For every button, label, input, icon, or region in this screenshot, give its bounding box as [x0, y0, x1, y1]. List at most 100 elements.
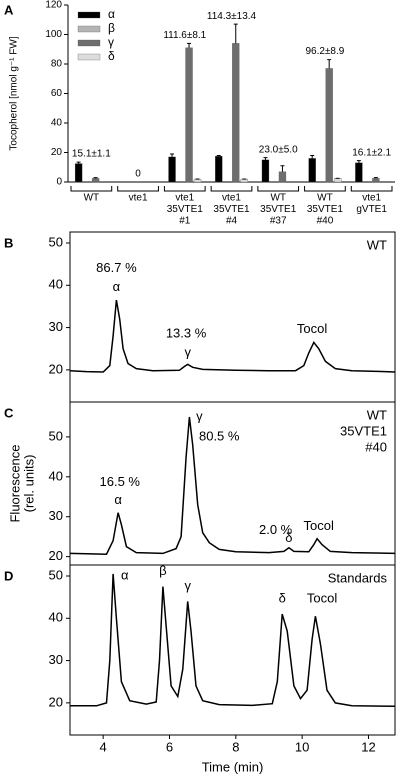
bar — [355, 162, 363, 183]
chromatogram-line — [70, 573, 396, 707]
peak-label: 16.5 % — [100, 474, 141, 489]
error-bar — [233, 23, 238, 44]
x-tick-label: 35VTE1 — [260, 204, 297, 215]
error-bar — [373, 177, 378, 179]
x-tick-label: vte1 — [175, 193, 194, 204]
bar — [334, 178, 342, 183]
y-axis-label: Fluorescence — [7, 444, 22, 522]
error-bar — [93, 177, 98, 179]
chromatogram-line — [69, 416, 396, 555]
x-tick-label: vte1 — [129, 193, 148, 204]
y-tick-label: 40 — [49, 468, 63, 483]
group-bracket — [350, 186, 393, 192]
error-bar — [216, 154, 221, 157]
legend-label: β — [108, 21, 115, 35]
bar — [372, 178, 380, 183]
x-tick-label: #37 — [270, 216, 287, 227]
bar — [278, 171, 287, 183]
x-tick-label: 4 — [100, 739, 107, 754]
panel-header: 35VTE1 — [340, 423, 387, 438]
y-tick-label: 0 — [56, 177, 62, 188]
legend-label: γ — [108, 35, 114, 49]
x-tick-label: gVTE1 — [356, 204, 387, 215]
peak-label: Tocol — [307, 591, 337, 606]
legend-swatch — [77, 25, 101, 33]
total-label: 96.2±8.9 — [305, 46, 344, 57]
peak-label: 86.7 % — [96, 260, 137, 275]
peak-label: γ — [196, 408, 203, 423]
x-tick-label: vte1 — [222, 193, 241, 204]
y-tick-label: 40 — [49, 277, 63, 292]
total-label: 23.0±5.0 — [259, 144, 298, 155]
bar — [261, 159, 270, 183]
x-tick-label: 12 — [361, 739, 375, 754]
x-tick-label: 35VTE1 — [167, 204, 204, 215]
x-tick-label: WT — [317, 193, 333, 204]
x-tick-label: vte1 — [362, 193, 381, 204]
y-tick-label: 80 — [51, 59, 63, 70]
total-label: 0 — [135, 169, 141, 180]
error-bar — [327, 59, 332, 69]
bar — [308, 158, 316, 183]
group-bracket — [70, 186, 113, 192]
peak-label: δ — [279, 591, 286, 606]
chromatogram-line — [69, 299, 396, 373]
group-bracket — [304, 186, 346, 192]
y-tick-label: 40 — [51, 118, 63, 129]
x-tick-label: #4 — [226, 216, 238, 227]
x-tick-label: 35VTE1 — [307, 204, 344, 215]
legend-swatch — [77, 39, 101, 47]
peak-label: 13.3 % — [166, 325, 207, 340]
peak-label: α — [114, 492, 122, 507]
x-tick-label: 6 — [166, 739, 173, 754]
x-axis-label: Time (min) — [202, 759, 264, 774]
panel-header: Standards — [328, 570, 388, 585]
y-tick-label: 30 — [49, 652, 63, 667]
total-label: 114.3±13.4 — [207, 11, 257, 22]
peak-label: 2.0 % — [259, 522, 293, 537]
panel-label: C — [4, 405, 14, 420]
y-tick-label: 20 — [49, 548, 63, 563]
total-label: 111.6±8.1 — [163, 30, 206, 41]
error-bar — [187, 42, 192, 48]
legend-label: δ — [108, 49, 115, 63]
bar — [168, 156, 176, 183]
y-tick-label: 20 — [51, 147, 63, 158]
y-axis-label: (rel. units) — [21, 455, 36, 513]
group-bracket — [163, 186, 206, 192]
y-tick-label: 20 — [49, 361, 63, 376]
x-tick-label: 10 — [295, 739, 309, 754]
bar — [215, 156, 223, 183]
bar — [185, 47, 193, 183]
panel-header: WT — [367, 237, 387, 252]
peak-label: Tocol — [297, 321, 327, 336]
y-tick-label: 50 — [49, 567, 63, 582]
x-tick-label: 8 — [232, 739, 239, 754]
y-tick-label: 40 — [49, 610, 63, 625]
y-tick-label: 30 — [49, 508, 63, 523]
y-tick-label: 50 — [49, 428, 63, 443]
error-bar — [356, 160, 361, 163]
panel-header: #40 — [365, 439, 387, 454]
error-bar — [170, 153, 175, 157]
total-label: 15.1±1.1 — [72, 149, 111, 160]
panel-header: WT — [367, 407, 387, 422]
y-tick-label: 60 — [51, 88, 63, 99]
panel-label: B — [4, 235, 13, 250]
total-label: 16.1±2.1 — [352, 147, 391, 158]
peak-label: γ — [184, 578, 191, 593]
error-bar — [263, 157, 268, 160]
plot-frame — [69, 564, 396, 736]
peak-label: β — [159, 563, 166, 578]
peak-label: Tocol — [304, 518, 334, 533]
y-tick-label: 120 — [45, 0, 62, 11]
y-tick-label: 100 — [45, 29, 62, 40]
group-bracket — [117, 186, 159, 192]
y-tick-label: 20 — [49, 694, 63, 709]
x-tick-label: WT — [84, 193, 100, 204]
bar — [325, 68, 333, 183]
peak-label: α — [113, 279, 121, 294]
error-bar — [280, 165, 285, 172]
x-tick-label: WT — [270, 193, 286, 204]
